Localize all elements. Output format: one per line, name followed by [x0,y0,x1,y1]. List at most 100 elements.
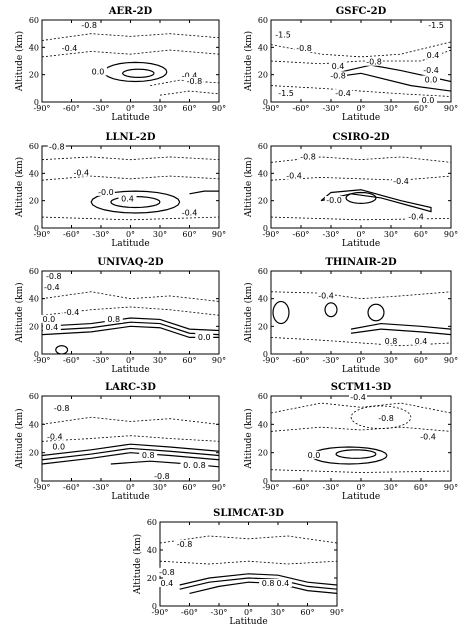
y-tick-label: 60 [29,142,39,151]
x-tick-label: 60° [300,608,314,617]
dashed-contour-5 [160,560,337,565]
contour-label-bg [60,44,79,53]
solid-contour-4 [350,322,451,330]
contour-label-bg [62,307,81,316]
y-tick-label: 20 [29,322,39,331]
solid-contour-1 [103,61,168,83]
contour-label: -0.4 [286,171,302,180]
contour-label: -0.8 [378,414,394,423]
x-tick-label: 30° [271,608,285,617]
contour-label-bg [419,432,437,441]
contour-label: -0.4 [182,71,198,80]
x-tick-label: 60° [414,356,428,365]
contour-label: -0.8 [49,143,65,152]
contour-label-bg [185,76,204,85]
contour-label-bg [96,187,115,196]
dashed-contour-6 [159,90,219,96]
x-tick-label: 90° [444,104,458,113]
dashed-contour-4 [42,49,219,58]
x-tick-label: 90° [444,483,458,492]
contour-label-bg [104,314,123,323]
x-tick-label: 90° [444,356,458,365]
contour-label-bg [180,71,199,80]
y-axis-label: Altitude (km) [14,157,25,218]
contour-label-bg [422,65,440,74]
contour-label: 0.4 [277,579,290,588]
x-axis-label: Latitude [111,113,149,123]
contour-label-bg [382,336,400,345]
chart-panel-2: GSFC-2D -90° -60° -30° 0° 30° 60° 90° 0 20 40 60 Lat… [243,6,458,123]
x-tick-label: -30° [323,356,340,365]
y-axis-label: Altitude (km) [243,282,254,343]
contour-label: -0.8 [300,152,316,161]
x-tick-label: 90° [212,483,226,492]
contour-label-bg [392,176,410,185]
contour-label: -0.8 [154,472,170,481]
x-tick-label: -90° [34,104,51,113]
x-tick-label: -90° [34,230,51,239]
x-tick-label: -90° [263,356,280,365]
contour-label-bg [49,442,68,451]
y-tick-label: 40 [29,295,39,304]
solid-contour-1 [42,317,219,332]
contour-label: -1.5 [275,30,291,39]
dashed-contour-3 [42,33,219,41]
y-tick-label: 60 [29,16,39,25]
contour-label-bg [349,392,367,401]
contour-label: 0.0 [52,442,65,451]
x-tick-label: -60° [63,230,80,239]
contour-label-bg [180,460,199,469]
contour-label-bg [42,282,61,291]
contour-label: 0.4 [45,323,58,332]
x-tick-label: -60° [63,104,80,113]
contour-label: -0.4 [64,308,80,317]
x-tick-label: -30° [323,483,340,492]
contour-label: -0.4 [350,393,366,402]
y-tick-label: 40 [147,546,157,555]
dashed-contour-6 [42,216,219,221]
y-tick-label: 0 [263,224,268,233]
dashed-contour-4 [271,175,451,181]
x-tick-label: -30° [323,230,340,239]
contour-label-bg [427,20,445,29]
x-tick-label: -60° [293,356,310,365]
x-tick-label: 60° [182,356,196,365]
y-axis-label: Altitude (km) [132,534,143,595]
y-tick-label: 60 [147,518,157,527]
contour-label: -0.0 [98,188,114,197]
x-tick-label: 30° [153,356,167,365]
chart-panel-9: SLIMCAT-3D -90° -60° -30° 0° 30° 60° 90° 0 20 40 60… [132,508,344,627]
y-axis-label: Altitude (km) [243,408,254,469]
chart-panel-3: LLNL-2D -90° -60° -30° 0° 30° 60° 90° 0 20 40 60 Lat… [14,132,226,249]
contour-label-bg [299,152,317,161]
solid-contour-1 [42,443,219,457]
contour-label: -0.8 [159,568,175,577]
x-tick-label: 90° [212,104,226,113]
contour-label-bg [412,336,430,345]
x-tick-label: 60° [414,483,428,492]
contour-label-bg [157,567,176,576]
x-axis-label: Latitude [342,239,380,249]
contour-label-bg [45,432,64,441]
contour-label-bg [377,414,395,423]
y-tick-label: 20 [29,197,39,206]
x-tick-label: -30° [93,356,110,365]
x-tick-label: 60° [182,483,196,492]
y-axis-label: Altitude (km) [14,31,25,92]
plot-frame [159,521,338,607]
contour-label-bg [334,89,352,98]
contour-label: 0.0 [92,67,105,76]
y-tick-label: 40 [29,43,39,52]
x-tick-label: 30° [384,230,398,239]
x-tick-label: -30° [323,104,340,113]
contour-label: -0.4 [318,291,334,300]
dashed-contour-5 [150,79,219,86]
chart-panel-7: LARC-3D -90° -60° -30° 0° 30° 60° 90° 0 20 40 60 Lat… [14,382,226,502]
y-tick-label: 20 [147,574,157,583]
x-tick-label: -60° [181,608,198,617]
contour-label-bg [157,579,176,587]
contour-lines [271,156,451,221]
contour-label-bg [42,323,61,332]
solid-contour-2 [345,191,377,205]
